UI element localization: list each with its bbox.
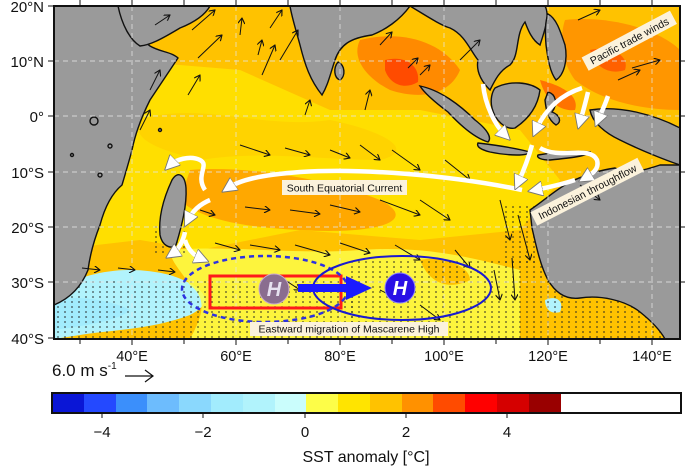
colorbar-tick-label: 0 bbox=[301, 424, 309, 441]
itf-arrow-2 bbox=[580, 91, 591, 122]
land-philippines bbox=[544, 13, 567, 81]
madagascar-arrow-4 bbox=[182, 239, 202, 259]
map-panel: H H Pacific trade winds I bbox=[54, 6, 680, 339]
latitude-labels: 20°N 10°N 0° 10°S 20°S 30°S 40°S bbox=[10, 0, 44, 348]
colorbar-tick-label: 4 bbox=[503, 424, 511, 441]
lat-label: 10°N bbox=[10, 54, 44, 71]
high-pressure-old-symbol: H bbox=[258, 273, 290, 305]
vector-scale-label: 6.0 m s-1 bbox=[52, 361, 117, 381]
colorbar-bin bbox=[116, 393, 147, 413]
ocean-current-arrows bbox=[170, 83, 611, 259]
itf-arrow-1 bbox=[536, 85, 583, 130]
itf-arrow-5 bbox=[518, 144, 535, 183]
lat-label: 20°S bbox=[11, 220, 44, 237]
land-india bbox=[289, 6, 411, 97]
lat-label: 20°N bbox=[10, 0, 44, 16]
colorbar-tick-label: −4 bbox=[93, 424, 110, 441]
colorbar-tick-label: 2 bbox=[402, 424, 410, 441]
south-equatorial-current-arrow bbox=[228, 168, 523, 190]
land-new-guinea bbox=[589, 108, 680, 166]
lon-label: 60°E bbox=[220, 349, 252, 365]
colorbar-bin bbox=[465, 393, 497, 413]
madagascar-arrow-2 bbox=[188, 197, 211, 220]
land-borneo bbox=[490, 82, 541, 129]
colorbar-bin bbox=[147, 393, 179, 413]
eastward-migration-arrow bbox=[298, 276, 372, 300]
lat-label: 40°S bbox=[11, 331, 44, 348]
svg-text:South Equatorial Current: South Equatorial Current bbox=[287, 183, 403, 195]
vector-scale-value: 6.0 m s bbox=[52, 361, 108, 380]
lat-label: 0° bbox=[30, 109, 44, 126]
lon-label: 80°E bbox=[324, 349, 356, 365]
wind-vectors bbox=[81, 10, 660, 320]
land-sumatra bbox=[418, 84, 491, 143]
colorbar-ticks bbox=[101, 413, 508, 418]
colorbar-bin bbox=[306, 393, 338, 413]
itf-arrow-7 bbox=[535, 177, 576, 190]
colorbar-bin bbox=[370, 393, 402, 413]
colorbar-bin bbox=[84, 393, 116, 413]
land-arabia bbox=[117, 6, 211, 47]
lon-label: 140°E bbox=[632, 349, 672, 365]
colorbar-bin bbox=[497, 393, 529, 413]
itf-arrow-3 bbox=[598, 95, 611, 120]
colorbar-bin bbox=[402, 393, 433, 413]
land-java bbox=[476, 142, 532, 156]
lon-label: 100°E bbox=[424, 349, 464, 365]
lat-label: 30°S bbox=[11, 275, 44, 292]
itf-arrow-6 bbox=[538, 145, 600, 178]
svg-text:Eastward migration of Mascaren: Eastward migration of Mascarene High bbox=[259, 324, 440, 336]
high-pressure-new-symbol: H bbox=[384, 272, 416, 304]
land-southeast-asia bbox=[408, 6, 548, 92]
colorbar-bin bbox=[211, 393, 243, 413]
svg-text:H: H bbox=[393, 278, 408, 300]
annotation-south-equatorial-current: South Equatorial Current bbox=[282, 180, 407, 195]
colorbar-bin bbox=[338, 393, 370, 413]
colorbar-bin bbox=[52, 393, 84, 413]
colorbar-bin bbox=[529, 393, 561, 413]
colorbar-frame bbox=[51, 392, 682, 414]
madagascar-arrow-3 bbox=[172, 231, 188, 254]
svg-text:H: H bbox=[267, 279, 282, 301]
colorbar-bin bbox=[243, 393, 275, 413]
colorbar-bin bbox=[275, 393, 306, 413]
longitude-labels: 40°E 60°E 80°E 100°E 120°E 140°E bbox=[116, 349, 672, 365]
colorbar-tick-labels: −4 −2 0 2 4 bbox=[93, 424, 511, 441]
lat-label: 10°S bbox=[11, 165, 44, 182]
colorbar bbox=[51, 392, 682, 414]
madagascar-arrow-1 bbox=[170, 158, 207, 192]
lon-label: 120°E bbox=[528, 349, 568, 365]
colorbar-bin bbox=[179, 393, 211, 413]
colorbar-bin bbox=[433, 393, 465, 413]
vector-scale-arrow-icon bbox=[125, 369, 154, 383]
colorbar-title: SST anomaly [°C] bbox=[302, 449, 429, 466]
annotation-mascarene-high: Eastward migration of Mascarene High bbox=[250, 322, 448, 336]
colorbar-tick-label: −2 bbox=[194, 424, 211, 441]
lon-label: 40°E bbox=[116, 349, 148, 365]
axis-ticks bbox=[48, 0, 685, 345]
vector-scale-exponent: -1 bbox=[107, 361, 117, 372]
itf-arrow-4 bbox=[480, 83, 505, 135]
